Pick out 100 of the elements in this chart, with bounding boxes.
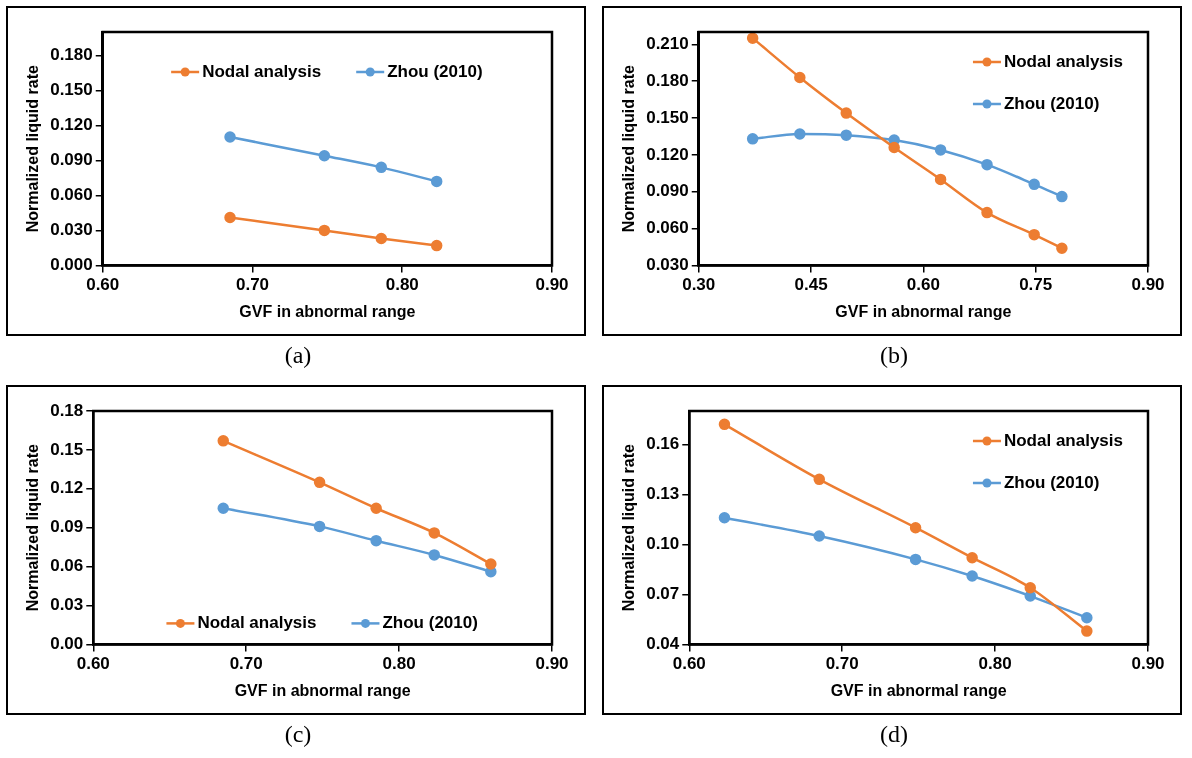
y-tick-label: 0.060 [50, 185, 93, 205]
point [1081, 625, 1093, 637]
x-tick-label: 0.80 [978, 654, 1012, 674]
point [375, 232, 388, 245]
y-tick-label: 0.15 [50, 439, 84, 459]
point [909, 553, 922, 566]
x-tick-label: 0.90 [535, 654, 569, 674]
y-axis-title: Normalized liquid rate [620, 444, 638, 612]
point [840, 129, 852, 141]
x-tick-label: 0.75 [1019, 275, 1053, 295]
legend-label: Nodal analysis [1003, 51, 1124, 71]
y-axis-title: Normalized liquid rate [620, 65, 638, 233]
legend-label: Zhou (2010) [1003, 93, 1100, 113]
point [313, 476, 326, 489]
point [813, 530, 826, 542]
point [746, 32, 759, 44]
x-tick-label: 0.30 [682, 275, 716, 295]
point [428, 549, 441, 561]
text: (b) [879, 342, 909, 369]
y-tick-label: 0.04 [646, 634, 680, 654]
point [966, 570, 978, 582]
point [934, 173, 947, 186]
x-tick-label: 0.70 [825, 654, 859, 674]
y-tick-label: 0.150 [646, 107, 689, 127]
y-tick-label: 0.150 [50, 80, 93, 100]
point [430, 175, 443, 188]
legend-label: Zhou (2010) [387, 61, 483, 81]
point [1028, 178, 1040, 191]
x-tick-label: 0.60 [86, 275, 120, 295]
point [1024, 581, 1037, 594]
x-tick-label: 0.60 [76, 654, 110, 674]
y-tick-label: 0.120 [646, 144, 689, 164]
point [485, 558, 497, 570]
y-tick-label: 0.03 [50, 595, 84, 615]
y-tick-label: 0.16 [646, 434, 680, 454]
y-tick-label: 0.180 [646, 70, 689, 90]
y-axis-title: Normalized liquid rate [24, 444, 42, 612]
x-axis-title: GVF in abnormal range [830, 681, 1007, 699]
point [934, 144, 947, 156]
y-tick-label: 0.13 [646, 484, 680, 504]
y-tick-label: 0.09 [50, 517, 84, 537]
x-tick-label: 0.60 [906, 275, 940, 295]
point [224, 211, 236, 224]
point [840, 107, 852, 119]
y-axis-title: Normalized liquid rate [24, 65, 42, 233]
point [1081, 611, 1093, 624]
x-tick-label: 0.90 [535, 275, 569, 295]
x-tick-label: 0.70 [235, 275, 270, 295]
point [909, 521, 922, 534]
y-tick-label: 0.10 [646, 534, 680, 554]
x-tick-label: 0.90 [1131, 654, 1165, 674]
point [746, 133, 759, 145]
text: (d) [879, 721, 909, 748]
x-tick-label: 0.90 [1131, 275, 1165, 295]
point [313, 520, 326, 533]
x-tick-label: 0.80 [385, 275, 419, 295]
x-axis-title: GVF in abnormal range [234, 681, 411, 699]
point [718, 418, 731, 431]
point [370, 502, 382, 514]
legend-label: Nodal analysis [202, 61, 322, 81]
y-tick-label: 0.090 [646, 181, 689, 201]
point [217, 435, 230, 447]
point [718, 511, 731, 524]
point [1028, 228, 1040, 241]
point [217, 502, 230, 514]
x-tick-label: 0.45 [794, 275, 828, 295]
y-tick-label: 0.060 [646, 218, 689, 238]
y-tick-label: 0.120 [50, 115, 93, 135]
legend-label: Nodal analysis [197, 613, 317, 633]
y-tick-label: 0.00 [50, 634, 84, 654]
legend-label: Nodal analysis [1003, 430, 1124, 450]
point [1056, 190, 1068, 203]
y-tick-label: 0.000 [50, 255, 93, 275]
point [370, 534, 382, 547]
y-tick-label: 0.090 [50, 150, 93, 170]
y-tick-label: 0.210 [646, 33, 689, 53]
point [794, 128, 806, 140]
point [318, 224, 331, 237]
legend-label: Zhou (2010) [1003, 472, 1100, 492]
x-tick-label: 0.80 [382, 654, 416, 674]
y-tick-label: 0.06 [50, 556, 84, 576]
y-tick-label: 0.07 [646, 584, 680, 604]
point [430, 239, 443, 252]
point [1056, 242, 1068, 254]
point [966, 551, 978, 564]
point [428, 527, 441, 539]
point [318, 149, 331, 162]
y-tick-label: 0.18 [50, 400, 84, 420]
x-axis-title: GVF in abnormal range [835, 302, 1012, 320]
y-tick-label: 0.030 [50, 220, 93, 240]
legend-label: Zhou (2010) [382, 613, 478, 633]
x-tick-label: 0.70 [229, 654, 263, 674]
x-axis-title: GVF in abnormal range [239, 302, 416, 320]
point [888, 141, 900, 154]
point [224, 131, 236, 143]
text: (a) [283, 342, 313, 369]
text: (c) [283, 721, 313, 748]
y-tick-label: 0.12 [50, 478, 84, 498]
x-tick-label: 0.60 [672, 654, 706, 674]
point [981, 158, 993, 171]
